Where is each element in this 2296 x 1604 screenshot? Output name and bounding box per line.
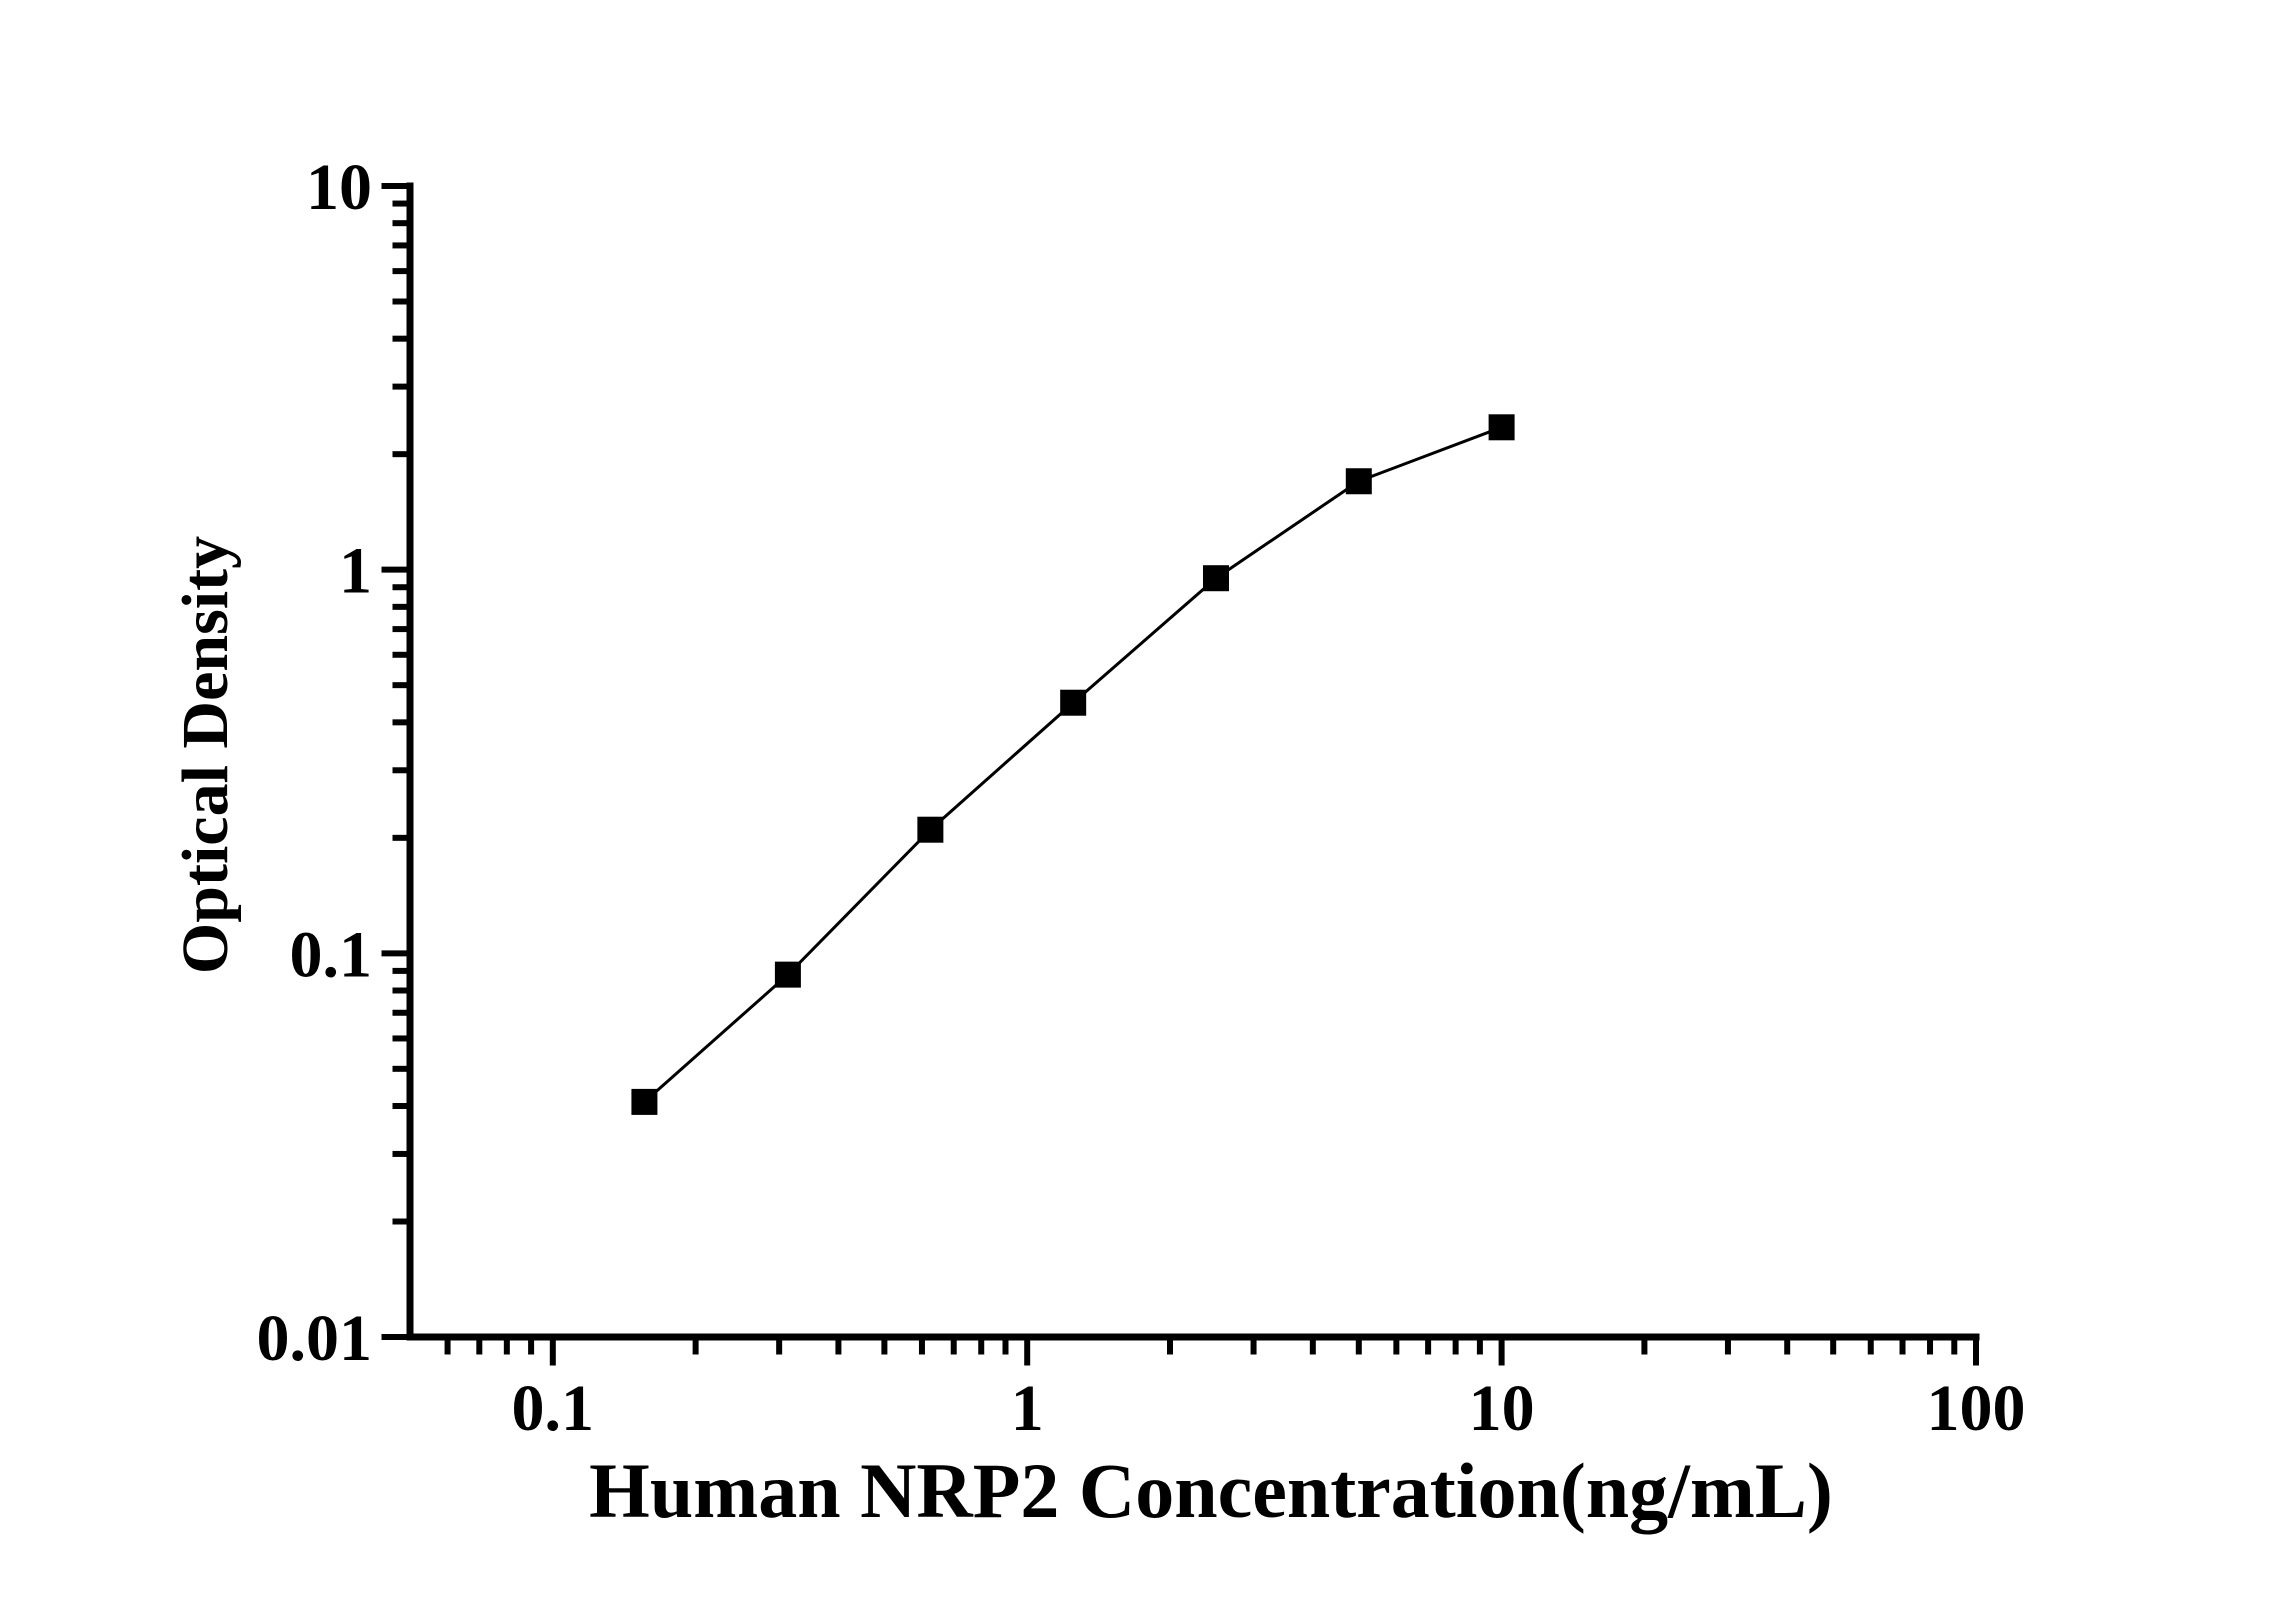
x-tick-label: 1 <box>1011 1372 1044 1445</box>
data-point <box>631 1088 658 1115</box>
data-point <box>1345 468 1372 495</box>
data-point <box>1488 414 1515 441</box>
x-tick-label: 0.1 <box>512 1372 595 1445</box>
data-point <box>1202 565 1229 592</box>
data-point <box>774 961 801 988</box>
y-tick-label: 1 <box>339 535 372 608</box>
x-axis-title: Human NRP2 Concentration(ng/mL) <box>589 1447 1833 1534</box>
y-tick-label: 10 <box>306 151 372 224</box>
x-tick-label: 100 <box>1927 1372 2026 1445</box>
data-point <box>1060 689 1087 716</box>
y-tick-label: 0.01 <box>257 1302 373 1375</box>
data-point <box>917 816 944 843</box>
y-tick-label: 0.1 <box>290 918 373 991</box>
y-axis-title: Optical Density <box>169 535 242 975</box>
x-tick-label: 10 <box>1469 1372 1535 1445</box>
data-line <box>643 425 1503 1104</box>
